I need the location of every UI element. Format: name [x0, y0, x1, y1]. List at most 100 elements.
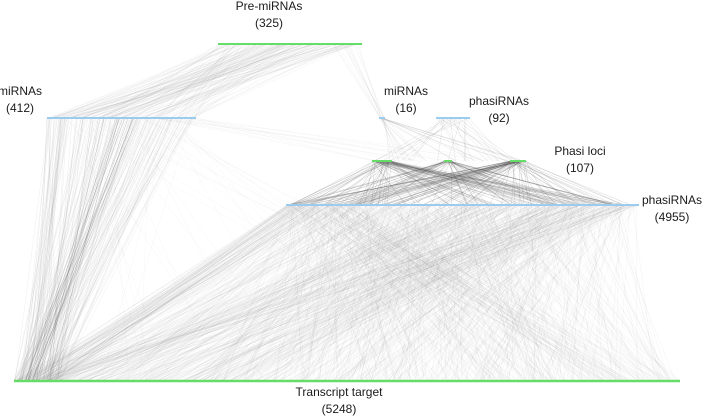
- edge-phasirna-target: [41, 204, 395, 382]
- edge-phasirna-target: [230, 204, 592, 382]
- edge-phasirna-target: [149, 204, 563, 382]
- edge-phasirna-target: [347, 204, 549, 382]
- edge-phasirna-target: [399, 204, 418, 382]
- edge-phasirna-target: [506, 204, 675, 382]
- node-label-phasirnas-large: phasiRNAs (4955): [637, 192, 707, 226]
- edge-phasirna-target: [315, 204, 616, 382]
- edge-phasirna-target: [618, 204, 631, 382]
- edge-phasi-phasirna: [381, 160, 389, 206]
- edge-phasirna-target: [526, 204, 552, 382]
- edge-phasi-phasirna: [447, 160, 469, 206]
- edge-phasi-phasirna: [447, 160, 468, 206]
- edge-phasi-phasirna: [348, 160, 513, 206]
- edge-mirna-phasi: [163, 117, 468, 162]
- edge-phasirna-target: [436, 204, 539, 382]
- edge-phasirna-phasi: [465, 117, 499, 162]
- edge-phasi-phasirna: [512, 160, 592, 206]
- edge-premirna-mirna-small: [346, 43, 383, 119]
- edge-phasirna-target: [272, 204, 531, 382]
- edge-phasirna-target-left: [25, 204, 329, 382]
- edge-mirna-phasi: [174, 117, 448, 162]
- edge-premirna-mirna: [183, 43, 332, 119]
- edge-phasirna-target: [395, 204, 556, 382]
- edge-phasirna-target: [220, 204, 510, 382]
- edge-phasirna-target: [161, 204, 578, 382]
- edge-phasirna-target: [305, 204, 410, 382]
- edge-premirna-mirna: [139, 43, 351, 119]
- edge-mirnasmall-phasi: [380, 117, 427, 162]
- edge-mirna-target-dark: [32, 117, 120, 382]
- edge-phasirna-target: [614, 204, 669, 382]
- edge-phasirna-target: [399, 204, 544, 382]
- edge-phasirna-target: [446, 204, 567, 382]
- edge-phasirna-target: [553, 204, 618, 382]
- edge-phasirna-target: [492, 204, 667, 382]
- edge-phasirna-target: [234, 204, 488, 382]
- edge-mirnasmall-phasi: [384, 117, 427, 162]
- edge-phasirna-target-left: [31, 204, 289, 382]
- edge-phasirna-target: [382, 204, 649, 382]
- edge-phasirna-target: [222, 204, 394, 382]
- edge-mirna-target: [34, 117, 118, 382]
- edge-phasirna-target: [256, 204, 571, 382]
- edge-phasirna-target: [302, 204, 322, 382]
- edge-mirna-target: [25, 117, 141, 382]
- edge-mirna-target-wide: [90, 117, 154, 382]
- edge-phasi-phasirna: [449, 160, 613, 206]
- edge-phasirna-target: [543, 204, 574, 382]
- edge-mirna-target: [25, 117, 106, 382]
- edge-mirna-target: [31, 117, 93, 382]
- edge-phasirna-target: [155, 204, 532, 382]
- edge-phasirna-target: [242, 204, 484, 382]
- edge-phasirna-target: [326, 204, 558, 382]
- edge-mirna-target: [53, 117, 116, 382]
- edge-phasirna-target: [240, 204, 572, 382]
- edge-mirna-target: [36, 117, 52, 382]
- edge-phasirna-target: [240, 204, 408, 382]
- edge-phasirna-target: [401, 204, 503, 382]
- edge-phasirna-target: [24, 204, 343, 382]
- edge-premirna-mirna: [134, 43, 258, 119]
- edge-phasirna-target: [339, 204, 418, 382]
- edge-phasirna-target: [244, 204, 323, 382]
- edge-mirna-target: [14, 117, 68, 382]
- edge-phasirna-target: [191, 204, 517, 382]
- edge-phasirna-target: [163, 204, 619, 382]
- edge-phasi-phasirna: [444, 160, 512, 206]
- edge-premirna-mirna: [156, 43, 284, 119]
- edge-premirna-mirna: [130, 43, 289, 119]
- edge-phasirna-target: [257, 204, 453, 382]
- edge-premirna-mirna: [105, 43, 312, 119]
- edge-phasirna-target: [146, 204, 571, 382]
- edge-phasirna-target: [308, 204, 626, 382]
- edge-mirna-target-dark: [24, 117, 119, 382]
- edge-phasi-phasirna: [488, 160, 515, 206]
- edge-phasirna-target: [519, 204, 654, 382]
- edge-phasirna-target: [333, 204, 460, 382]
- edge-premirna-mirna: [194, 43, 232, 119]
- edge-phasi-phasirna: [376, 160, 466, 206]
- edge-phasirna-target: [256, 204, 404, 382]
- edge-phasirna-target: [171, 204, 627, 382]
- edge-premirna-mirna: [163, 43, 327, 119]
- edge-phasirna-target: [60, 204, 432, 382]
- edge-phasirna-target: [357, 204, 548, 382]
- edge-phasirna-target: [206, 204, 555, 382]
- edge-phasirna-target: [33, 204, 583, 382]
- edge-phasirna-target: [204, 204, 378, 382]
- node-label-pre-mirnas: Pre-miRNAs (325): [219, 0, 319, 32]
- edge-phasirna-target: [524, 204, 645, 382]
- edge-phasirna-target: [31, 204, 302, 382]
- edge-phasirna-target: [432, 204, 620, 382]
- edge-premirna-mirna: [184, 43, 230, 119]
- edge-mirna-target: [38, 117, 118, 382]
- edge-phasirna-target: [290, 204, 603, 382]
- edge-phasirna-target: [47, 204, 503, 382]
- edge-phasi-phasirna: [346, 160, 451, 206]
- edge-mirna-target-wide: [99, 117, 303, 382]
- edge-premirna-mirna: [156, 43, 317, 119]
- edge-phasirna-target: [480, 204, 526, 382]
- edge-phasirna-target: [568, 204, 654, 382]
- edge-mirna-target: [38, 117, 122, 382]
- edge-phasirna-target: [609, 204, 621, 382]
